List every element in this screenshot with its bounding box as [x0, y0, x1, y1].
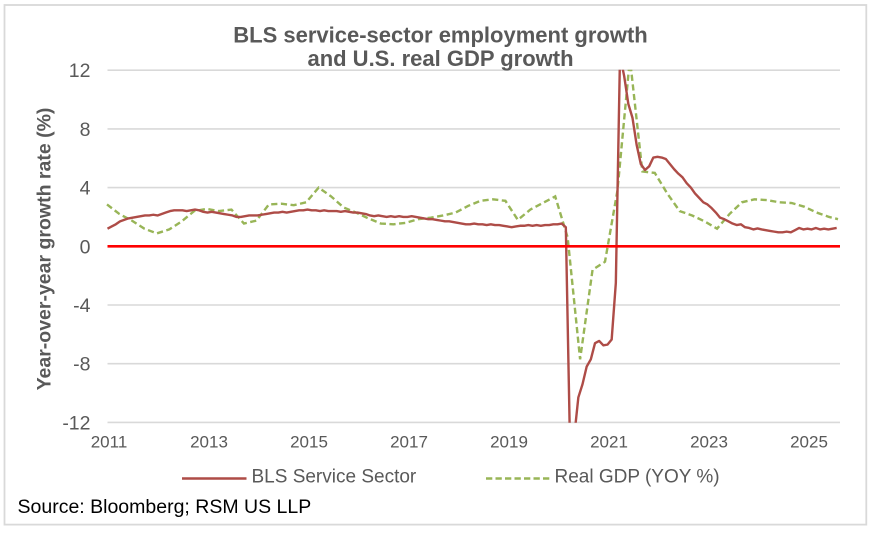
- svg-text:2023: 2023: [690, 433, 728, 452]
- svg-text:2011: 2011: [91, 433, 128, 452]
- svg-text:BLS Service Sector: BLS Service Sector: [252, 466, 417, 487]
- svg-text:BLS service-sector employment: BLS service-sector employment growth: [233, 23, 647, 48]
- svg-text:2021: 2021: [590, 433, 628, 452]
- svg-text:Real GDP (YOY %): Real GDP (YOY %): [555, 466, 720, 487]
- svg-text:Source: Bloomberg; RSM US LLP: Source: Bloomberg; RSM US LLP: [18, 496, 312, 518]
- svg-text:2017: 2017: [390, 433, 428, 452]
- svg-text:2013: 2013: [190, 433, 228, 452]
- svg-text:4: 4: [80, 178, 91, 200]
- svg-text:-12: -12: [62, 412, 90, 434]
- svg-text:12: 12: [69, 60, 91, 82]
- svg-text:0: 0: [80, 236, 91, 258]
- svg-text:-4: -4: [73, 295, 90, 317]
- svg-text:Year-over-year growth rate (%): Year-over-year growth rate (%): [34, 108, 56, 391]
- svg-text:and U.S. real GDP growth: and U.S. real GDP growth: [307, 46, 573, 71]
- svg-text:2025: 2025: [790, 433, 828, 452]
- svg-text:2019: 2019: [490, 433, 528, 452]
- svg-text:2015: 2015: [290, 433, 328, 452]
- svg-text:-8: -8: [73, 354, 90, 376]
- svg-text:8: 8: [80, 119, 91, 141]
